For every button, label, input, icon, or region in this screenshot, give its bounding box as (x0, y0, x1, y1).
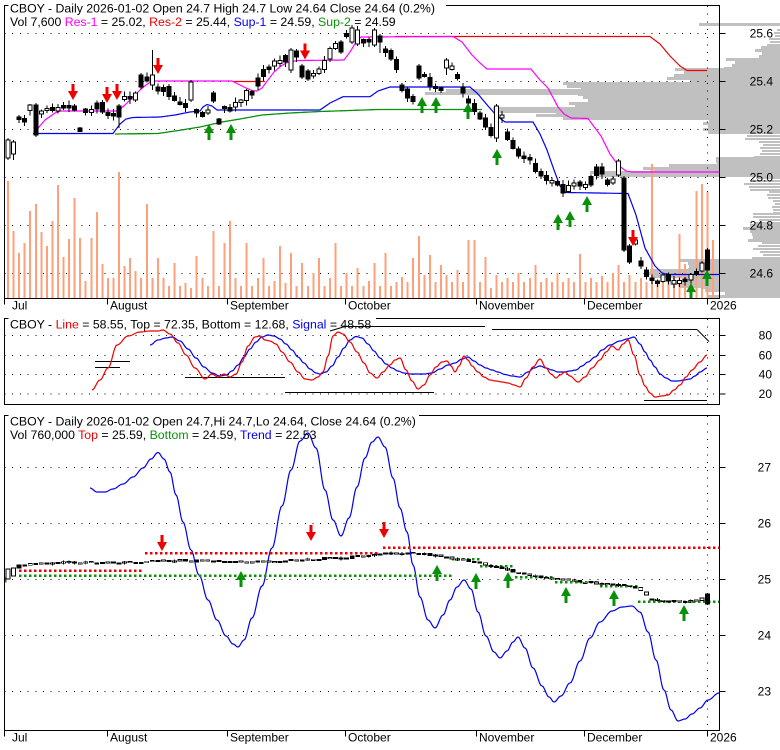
svg-text:December: December (587, 731, 642, 745)
svg-text:November: November (479, 299, 534, 313)
svg-text:CBOY - Line = 58.55, Top = 72.: CBOY - Line = 58.55, Top = 72.35, Bottom… (10, 318, 371, 332)
svg-text:40: 40 (759, 368, 773, 382)
svg-text:25: 25 (758, 573, 772, 587)
svg-text:August: August (110, 731, 148, 745)
svg-text:August: August (110, 299, 148, 313)
svg-text:20: 20 (759, 387, 773, 401)
svg-text:September: September (230, 731, 289, 745)
svg-text:24: 24 (758, 629, 772, 643)
svg-text:September: September (230, 299, 289, 313)
svg-text:80: 80 (759, 329, 773, 343)
svg-text:October: October (348, 299, 391, 313)
svg-text:25.2: 25.2 (750, 123, 774, 137)
svg-text:23: 23 (758, 685, 772, 699)
svg-text:27: 27 (758, 461, 772, 475)
svg-text:2026: 2026 (710, 299, 737, 313)
svg-text:60: 60 (759, 348, 773, 362)
svg-text:25.6: 25.6 (750, 27, 774, 41)
svg-text:Jul: Jul (12, 299, 27, 313)
svg-text:2026: 2026 (710, 731, 737, 745)
svg-text:December: December (587, 299, 642, 313)
svg-text:25.4: 25.4 (750, 75, 774, 89)
svg-text:Jul: Jul (12, 731, 27, 745)
svg-text:24.6: 24.6 (750, 267, 774, 281)
svg-text:October: October (348, 731, 391, 745)
svg-text:26: 26 (758, 517, 772, 531)
svg-text:25.0: 25.0 (750, 171, 774, 185)
svg-text:November: November (479, 731, 534, 745)
svg-text:Vol 7,600 Res-1 = 25.02, Res-2: Vol 7,600 Res-1 = 25.02, Res-2 = 25.44, … (10, 15, 396, 29)
svg-text:CBOY - Daily 2026-01-02 Open 2: CBOY - Daily 2026-01-02 Open 24.7 High 2… (10, 2, 435, 16)
svg-text:Vol 760,000 Top = 25.59, Botto: Vol 760,000 Top = 25.59, Bottom = 24.59,… (10, 428, 317, 442)
svg-text:24.8: 24.8 (750, 219, 774, 233)
svg-text:CBOY - Daily 2026-01-02 Open 2: CBOY - Daily 2026-01-02 Open 24.7,Hi 24.… (10, 415, 416, 429)
